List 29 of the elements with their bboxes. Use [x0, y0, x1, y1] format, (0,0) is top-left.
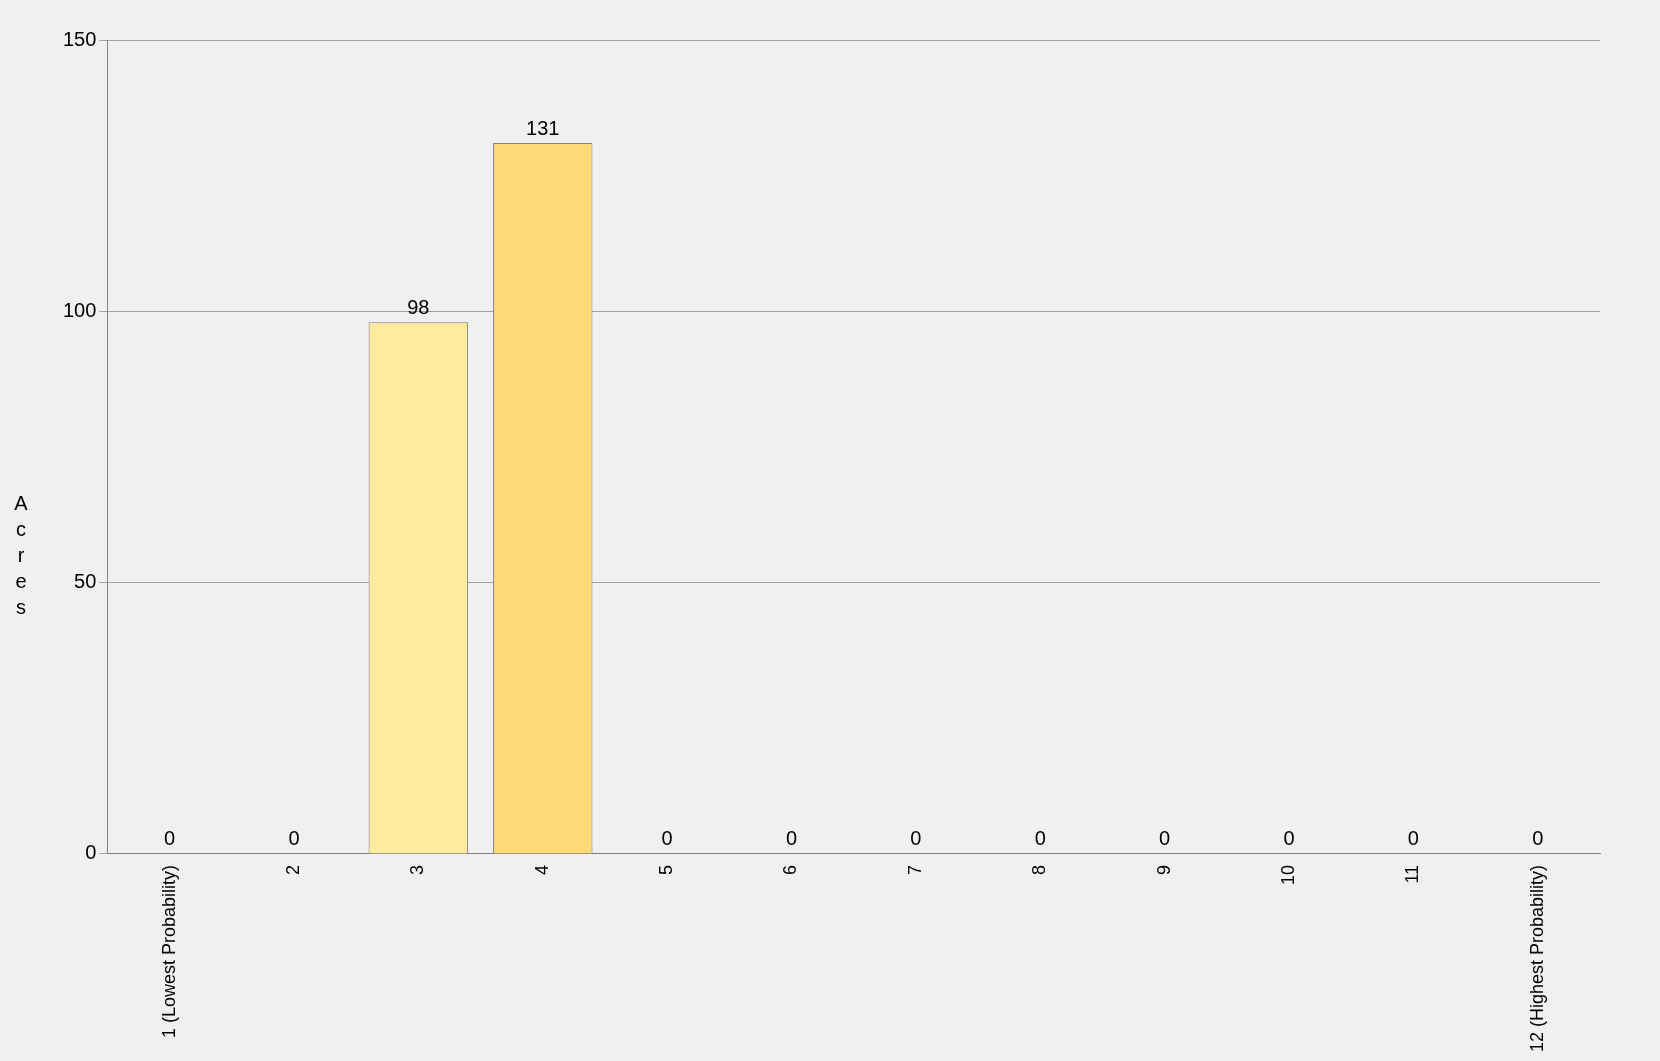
data-label: 0 [1034, 827, 1046, 850]
data-label: 0 [1159, 827, 1171, 850]
data-label: 0 [785, 827, 798, 850]
x-tick-label: 2 [282, 864, 303, 875]
data-label: 0 [1407, 827, 1419, 850]
data-label: 131 [526, 116, 560, 139]
y-tick-label: 50 [74, 570, 97, 593]
data-label: 0 [1283, 827, 1295, 850]
x-tick-label: 1 (Lowest Probability) [158, 864, 179, 1038]
data-label: 0 [1532, 827, 1544, 850]
y-tick-label: 100 [62, 298, 97, 321]
data-label: 0 [910, 827, 922, 850]
data-label: 0 [288, 827, 300, 850]
y-tick-label: 0 [85, 841, 97, 864]
x-tick-label: 3 [407, 864, 428, 875]
y-axis-title: Acres [14, 491, 28, 620]
x-tick-label: 7 [904, 864, 925, 875]
x-tick-label: 5 [656, 864, 677, 875]
x-tick-label: 8 [1029, 864, 1050, 875]
x-tick-label: 9 [1153, 864, 1174, 875]
x-tick-label: 10 [1278, 864, 1298, 885]
data-label: 98 [407, 295, 430, 318]
x-tick-label: 4 [531, 864, 552, 875]
x-tick-label: 11 [1402, 864, 1423, 884]
x-tick-label: 12 (Highest Probability) [1526, 864, 1547, 1053]
data-label: 0 [661, 827, 673, 850]
x-tick-label: 6 [780, 864, 801, 875]
y-tick-label: 150 [62, 27, 97, 50]
data-label: 0 [164, 827, 176, 850]
